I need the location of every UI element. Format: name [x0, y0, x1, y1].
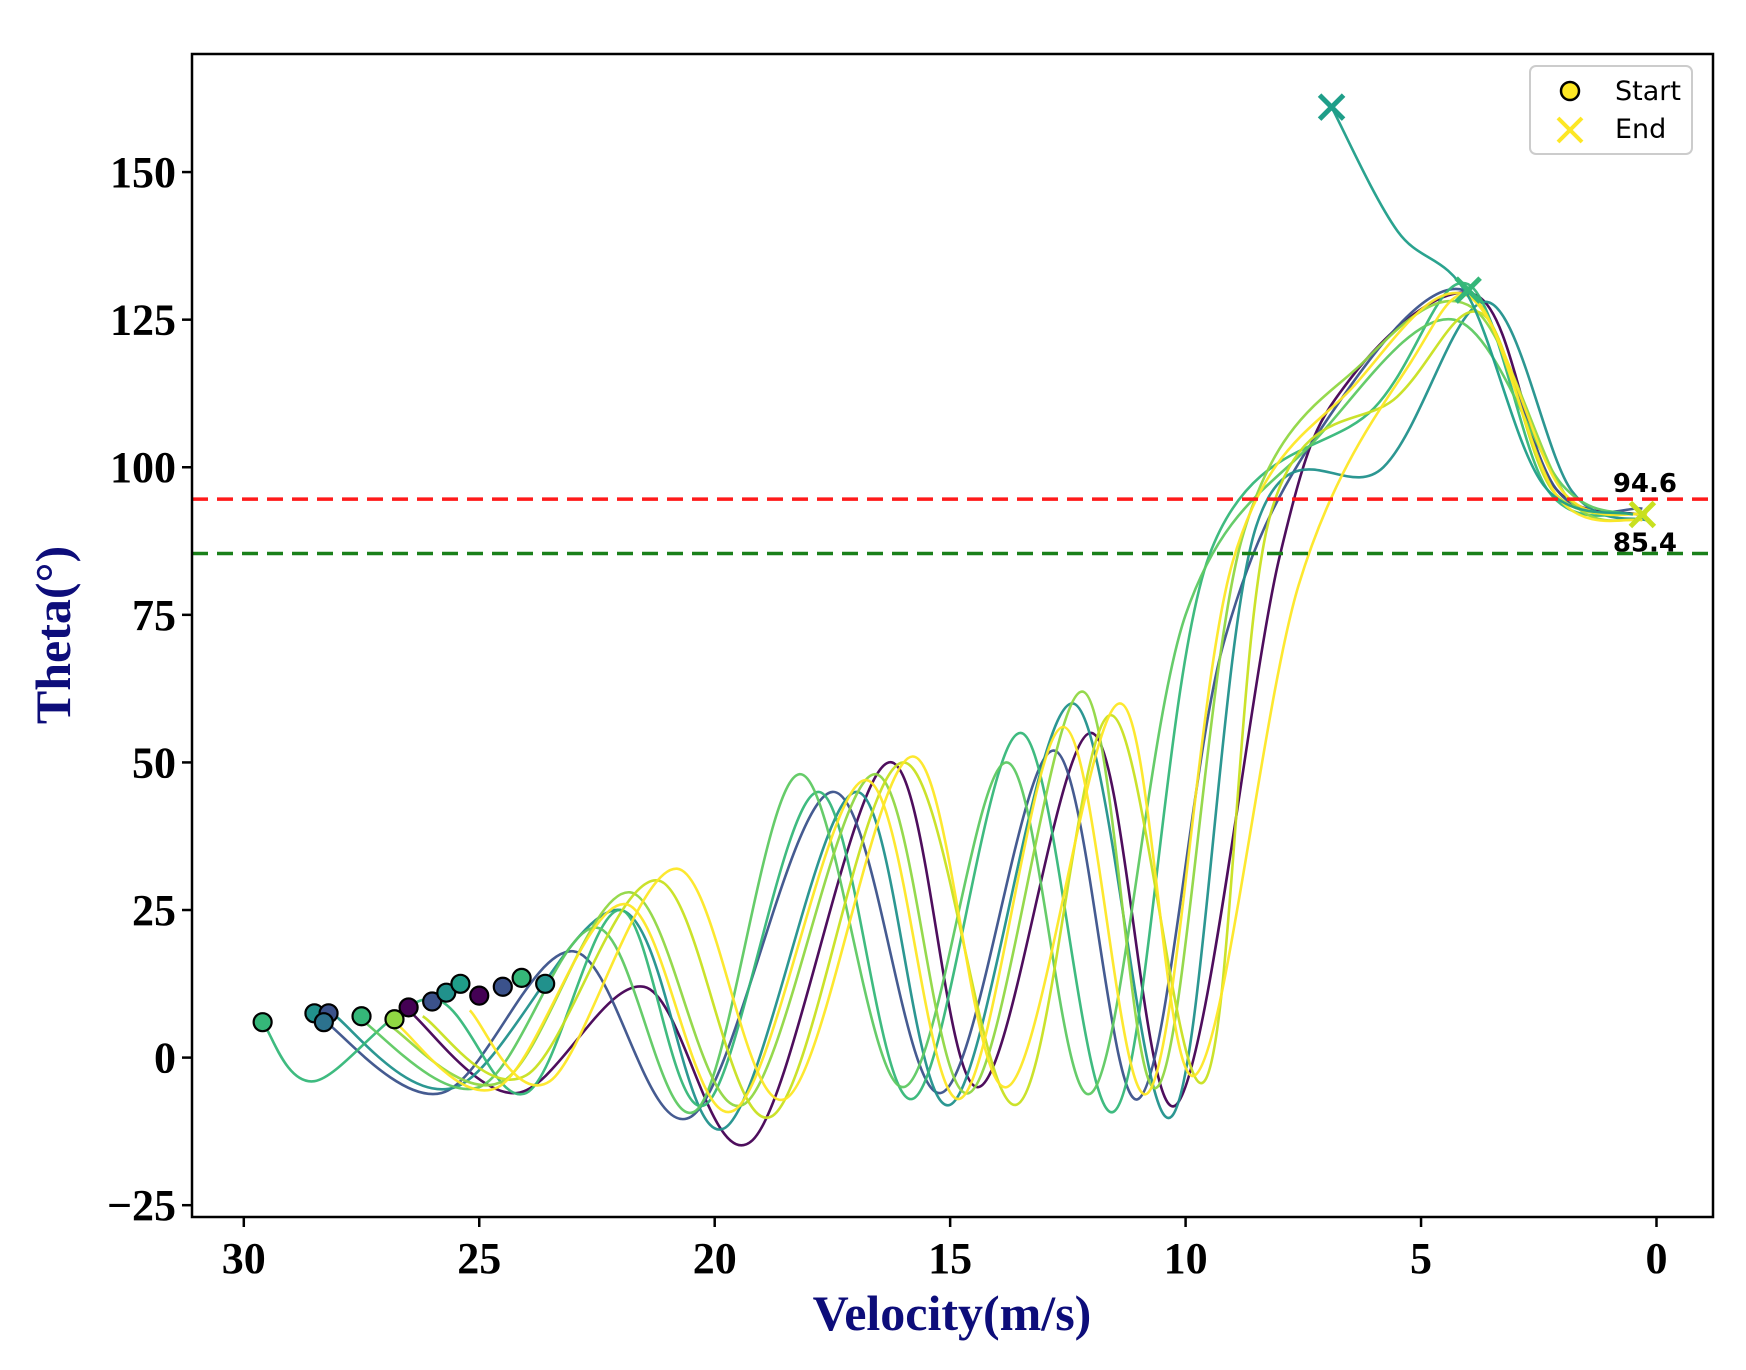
series-line-traj-10	[1330, 106, 1634, 516]
series-line-traj-8	[393, 291, 1648, 1114]
x-tick-label-25: 25	[457, 1234, 501, 1283]
y-axis: −25 0 25 50 75 100 125 150	[107, 148, 192, 1230]
y-tick-label-25: 25	[132, 886, 176, 935]
start-marker-9	[450, 973, 471, 994]
series-line-traj-5	[356, 317, 1629, 1115]
start-marker-12	[511, 967, 532, 989]
x-axis: 30 25 20 15 10 5 0	[222, 1217, 1667, 1283]
end-marker-0	[1317, 93, 1346, 121]
plot-area	[192, 54, 1713, 1217]
legend: Start End	[1529, 65, 1693, 155]
y-axis-label: Theta(°)	[25, 546, 81, 724]
end-marker-1	[1454, 276, 1482, 304]
start-marker-3	[313, 1012, 334, 1033]
x-tick-label-5: 5	[1410, 1234, 1432, 1283]
y-tick-label-0: 0	[154, 1034, 176, 1083]
y-tick-label--25: −25	[107, 1181, 176, 1230]
legend-end-stroke-b	[1556, 116, 1584, 144]
x-tick-label-20: 20	[693, 1234, 737, 1283]
end-marker-stroke-b	[1317, 93, 1346, 121]
series-line-traj-9	[468, 293, 1643, 1102]
legend-start-label: Start	[1615, 76, 1681, 107]
end-marker-stroke-b	[1628, 500, 1657, 529]
markers	[252, 93, 1657, 1033]
series-line-traj-3	[327, 300, 1648, 1131]
y-tick-label-125: 125	[110, 296, 176, 345]
x-tick-label-15: 15	[928, 1234, 972, 1283]
end-marker-2	[1628, 500, 1657, 529]
series-line-traj-7	[421, 310, 1643, 1119]
y-tick-label-75: 75	[132, 591, 176, 640]
x-tick-label-10: 10	[1164, 1234, 1208, 1283]
start-marker-6	[398, 997, 419, 1018]
x-tick-label-0: 0	[1645, 1234, 1667, 1283]
series-layer	[261, 106, 1648, 1147]
start-marker-8	[436, 982, 457, 1003]
plot-frame	[190, 52, 1715, 1219]
legend-end-marker	[1556, 116, 1584, 144]
start-marker-4	[351, 1006, 372, 1027]
start-marker-13	[535, 973, 556, 994]
series-line-traj-4	[261, 281, 1634, 1114]
start-marker-10	[469, 985, 490, 1006]
x-axis-label: Velocity(m/s)	[813, 1285, 1092, 1341]
y-tick-label-50: 50	[132, 738, 176, 787]
reference-label-94.6: 94.6	[1613, 469, 1677, 499]
start-marker-7	[422, 991, 443, 1012]
y-tick-label-100: 100	[110, 443, 176, 492]
start-marker-0	[252, 1012, 273, 1033]
y-tick-label-150: 150	[110, 148, 176, 197]
start-marker-5	[384, 1009, 405, 1030]
legend-start-marker	[1559, 80, 1581, 102]
end-marker-stroke-b	[1454, 276, 1482, 304]
x-tick-label-30: 30	[222, 1234, 266, 1283]
reference-lines: 94.6 85.4	[192, 469, 1713, 558]
legend-end-label: End	[1615, 114, 1666, 145]
start-marker-11	[492, 976, 513, 997]
reference-label-85.4: 85.4	[1613, 528, 1677, 558]
